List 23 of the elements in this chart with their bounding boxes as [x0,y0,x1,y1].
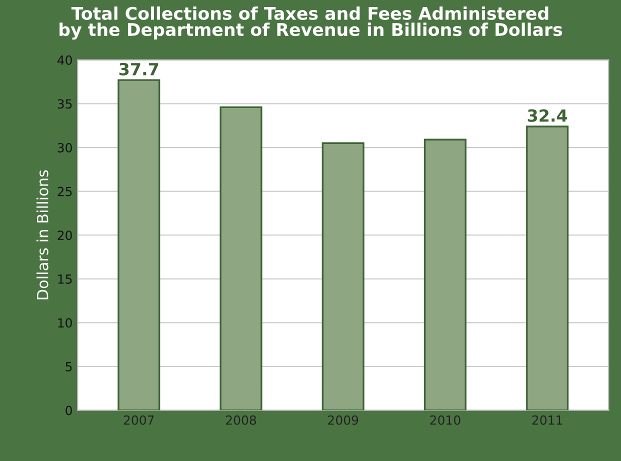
y-tick-label: 15 [58,274,72,284]
bar [220,106,262,410]
chart-title: Total Collections of Taxes and Fees Administered by the Department of Revenue in Billions of Dollars [60,6,562,40]
data-label: 37.7 [119,62,158,76]
y-tick-label: 10 [58,318,72,328]
y-tick-label: 20 [58,230,72,240]
y-axis-title: Dollars in Billions [36,170,48,300]
bar [118,79,160,410]
x-tick-label: 2008 [226,415,256,425]
y-tick-label: 40 [57,55,72,65]
bar [322,142,364,410]
y-tick-label: 30 [58,142,72,152]
data-label: 32.4 [528,109,568,122]
y-tick-label: 0 [66,406,72,416]
bar [526,126,569,410]
y-tick-label: 5 [66,362,72,372]
y-tick-label: 35 [58,99,72,109]
x-tick-label: 2010 [430,415,460,425]
x-tick-label: 2009 [328,415,358,425]
x-tick-label: 2011 [532,415,562,425]
bar [424,138,466,410]
y-tick-label: 25 [58,186,72,196]
x-tick-label: 2007 [124,415,154,425]
